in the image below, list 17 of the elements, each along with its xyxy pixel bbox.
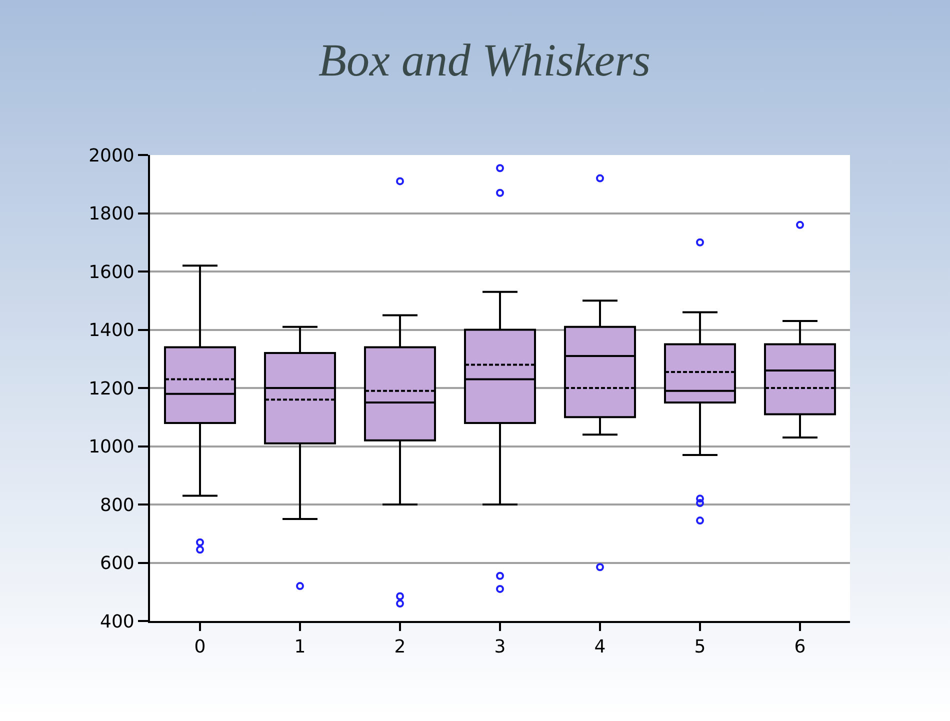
y-tick-label: 1800 (88, 204, 134, 225)
x-tick-label: 6 (794, 636, 806, 658)
x-tick-label: 3 (494, 636, 506, 658)
x-tick-label: 5 (694, 636, 706, 658)
y-tick-label: 800 (100, 494, 134, 516)
y-tick-label: 1600 (88, 262, 134, 283)
y-tick-label: 1000 (88, 436, 134, 458)
y-tick-label: 600 (100, 553, 134, 574)
y-tick-label: 400 (100, 611, 134, 632)
x-tick-label: 2 (394, 636, 406, 658)
y-tick-label: 1400 (88, 320, 134, 342)
x-tick-label: 1 (294, 636, 306, 658)
chart-title: Box and Whiskers (318, 34, 651, 86)
x-tick-label: 0 (194, 636, 206, 658)
x-tick-label: 4 (594, 636, 606, 658)
y-tick-label: 2000 (88, 145, 134, 166)
y-tick-label: 1200 (88, 378, 134, 400)
